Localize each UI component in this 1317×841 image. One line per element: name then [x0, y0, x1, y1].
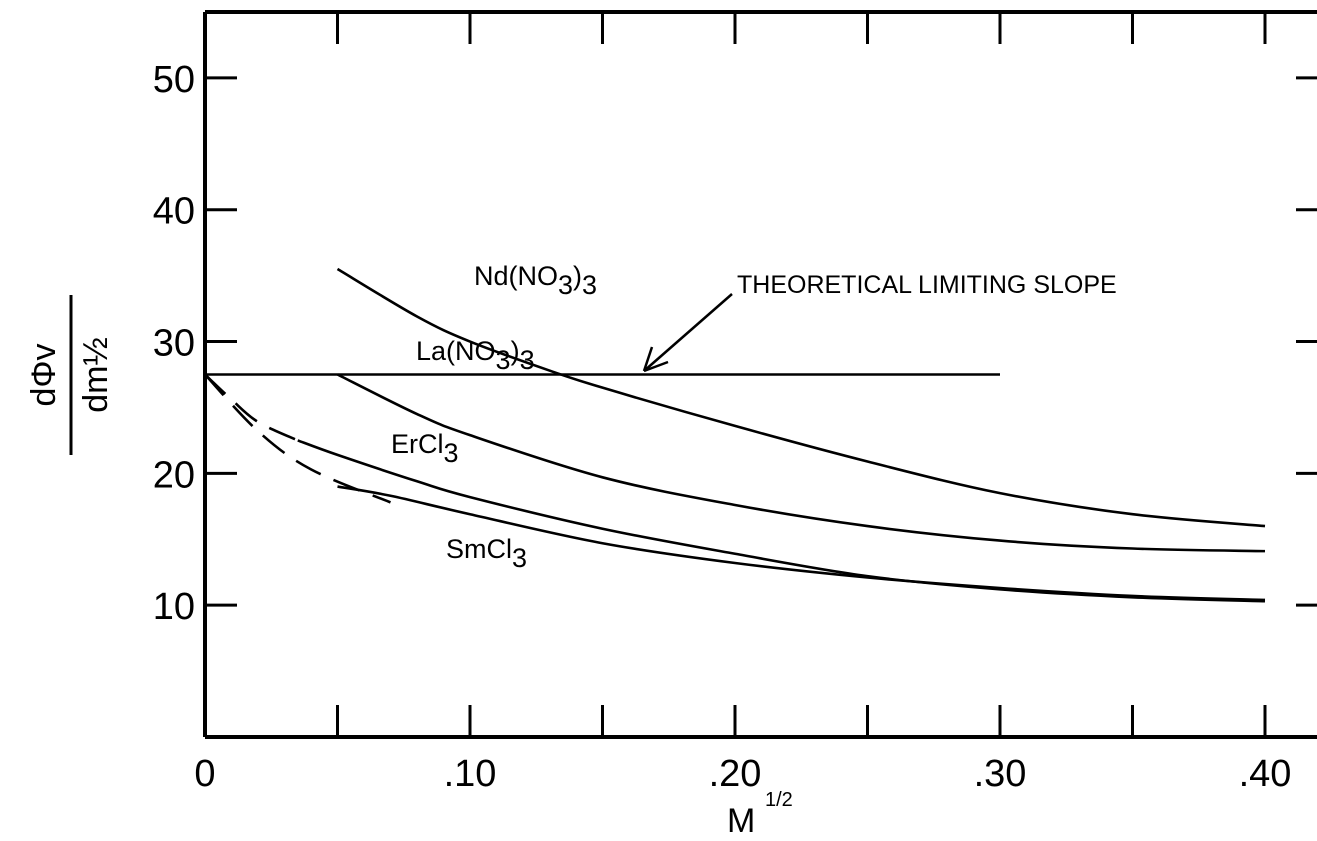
y-tick-label: 10 — [153, 586, 195, 628]
x-tick-label: .40 — [1239, 753, 1292, 795]
y-tick-label: 40 — [153, 191, 195, 233]
tick-group — [203, 12, 1317, 737]
series-line-ercl3 — [297, 439, 1266, 603]
x-tick-label: .30 — [974, 753, 1027, 795]
y-axis-label-denominator: dm½ — [77, 337, 115, 413]
series-line-smcl3 — [337, 485, 1266, 602]
y-axis-label-numerator: dΦv — [25, 343, 63, 406]
series-extrapolation-smcl3 — [204, 373, 391, 504]
annotation-group: THEORETICAL LIMITING SLOPE — [642, 271, 1117, 373]
annotation-arrow-head — [642, 346, 669, 373]
x-axis-label-main: M — [727, 802, 755, 840]
series-label-smcl3: SmCl3 — [446, 534, 527, 573]
series-label-ndno33: Nd(NO3)3 — [474, 261, 597, 300]
series-line-ndno33 — [336, 267, 1266, 528]
series-label-ercl3: ErCl3 — [391, 429, 459, 468]
x-tick-label: .20 — [709, 753, 762, 795]
y-tick-label: 50 — [153, 59, 195, 101]
annotation-arrow-shaft — [643, 293, 733, 372]
y-tick-label: 20 — [153, 454, 195, 496]
y-axis-label: dΦv dm½ — [25, 295, 115, 455]
series-label-group: Nd(NO3)3 La(NO3)3 ErCl3 SmCl3 — [391, 261, 597, 573]
series-line-lano33 — [336, 373, 1266, 553]
series-label-lano33: La(NO3)3 — [416, 336, 535, 375]
series-extrapolation-ercl3 — [204, 373, 299, 442]
x-axis-label: M 1/2 — [727, 789, 793, 840]
theoretical-limiting-slope-label: THEORETICAL LIMITING SLOPE — [737, 271, 1117, 299]
x-axis-label-exponent: 1/2 — [765, 789, 793, 811]
tick-label-group: 0 .10 .20 .30 .40 10 20 30 40 50 — [153, 59, 1292, 795]
x-tick-label: 0 — [194, 753, 215, 795]
x-tick-label: .10 — [444, 753, 497, 795]
series-group — [204, 267, 1266, 603]
y-tick-label: 30 — [153, 323, 195, 365]
